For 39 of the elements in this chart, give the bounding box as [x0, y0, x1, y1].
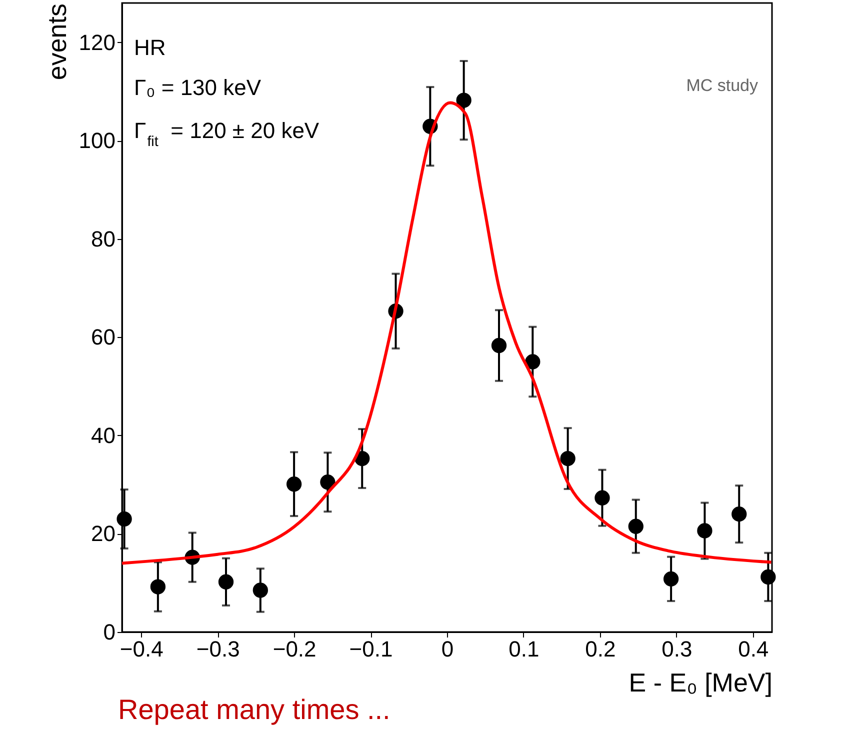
point: [663, 571, 679, 586]
y-tick-label: 60: [91, 324, 116, 350]
y-tick-label: 20: [91, 521, 116, 546]
x-tick-label: 0.1: [508, 636, 540, 662]
point: [116, 511, 132, 527]
x-tick-label: −0.2: [272, 636, 316, 662]
x-tick-label: 0.3: [662, 636, 692, 662]
y-tick-label: 120: [78, 30, 116, 55]
point: [732, 506, 747, 522]
x-axis-title: E - E₀ [MeV]: [628, 668, 772, 698]
point: [252, 582, 268, 598]
y-tick-label: 40: [91, 422, 116, 448]
point: [594, 490, 610, 506]
point: [525, 354, 540, 370]
point: [628, 518, 644, 534]
x-tick-label: −0.4: [120, 636, 164, 662]
y-tick-label: 80: [91, 226, 116, 252]
point: [456, 92, 472, 108]
point: [286, 476, 302, 492]
x-tick-label: 0: [441, 636, 454, 662]
text: Repeat many times ...: [118, 694, 390, 725]
annotation: Γ₀ = 130 keV: [134, 75, 262, 100]
y-tick-label: 100: [78, 128, 116, 154]
point: [218, 574, 234, 590]
x-tick-label: −0.3: [196, 636, 240, 662]
point: [560, 450, 576, 466]
annotation: HR: [134, 35, 166, 60]
y-tick-label: 0: [103, 620, 116, 644]
line-series: [120, 101, 773, 565]
point: [320, 474, 336, 490]
annotation: MC study: [686, 76, 758, 95]
point: [150, 579, 166, 594]
x-tick-label: 0.4: [738, 636, 769, 662]
point: [697, 523, 712, 538]
y-axis-title: events: [42, 4, 72, 80]
point: [491, 338, 507, 354]
point: [760, 569, 776, 585]
x-tick-label: 0.2: [585, 636, 616, 662]
x-tick-label: −0.1: [349, 636, 393, 662]
